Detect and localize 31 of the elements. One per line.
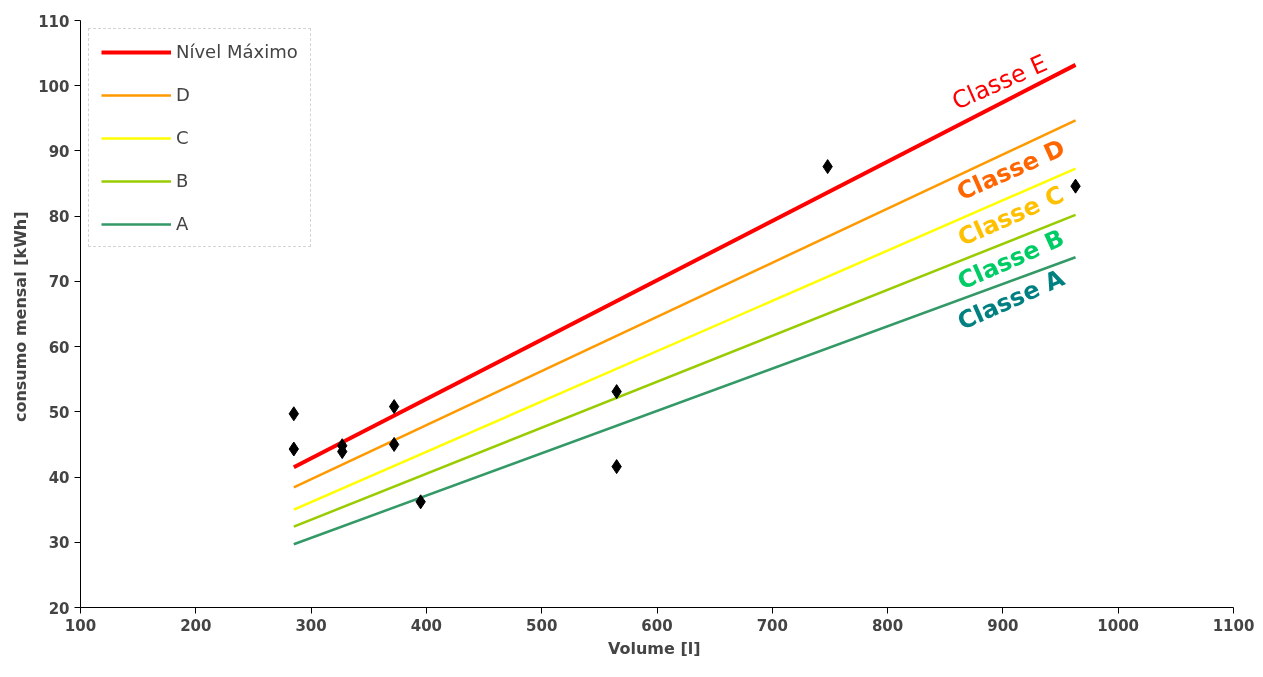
point <box>388 399 400 415</box>
y-tick-label: 30 <box>48 534 70 553</box>
x-tick-label: 800 <box>871 616 904 635</box>
legend-label: D <box>176 84 191 105</box>
point <box>388 436 400 452</box>
legend-label: B <box>176 170 190 191</box>
x-tick-label: 700 <box>756 616 788 635</box>
x-tick-label: 600 <box>641 616 673 635</box>
y-tick-label: 80 <box>48 208 70 227</box>
x-tick-label: 900 <box>987 616 1019 635</box>
y-tick-label: 70 <box>48 273 70 292</box>
x-axis-title: Volume [l] <box>607 638 701 658</box>
legend-label: C <box>176 127 190 148</box>
y-tick-label: 20 <box>48 599 70 618</box>
x-tick-label: 1100 <box>1212 616 1255 635</box>
x-tick-label: 300 <box>295 616 327 635</box>
annotation: Classe E <box>947 49 1052 116</box>
x-tick-label: 200 <box>180 616 212 635</box>
y-tick-label: 40 <box>48 469 70 488</box>
x-tick-label: 400 <box>410 616 443 635</box>
y-tick-label: 60 <box>48 338 70 357</box>
x-tick-label: 500 <box>526 616 558 635</box>
legend-label: A <box>176 213 190 234</box>
y-tick-label: 100 <box>38 77 70 96</box>
y-tick-label: 90 <box>48 142 70 161</box>
legend-label: Nível Máximo <box>176 41 298 62</box>
x-tick-label: 1000 <box>1097 616 1140 635</box>
y-axis-title: consumo mensal [kWh] <box>11 211 31 423</box>
x-tick-label: 100 <box>64 616 97 635</box>
y-tick-label: 50 <box>48 403 70 422</box>
y-tick-label: 110 <box>38 12 70 31</box>
